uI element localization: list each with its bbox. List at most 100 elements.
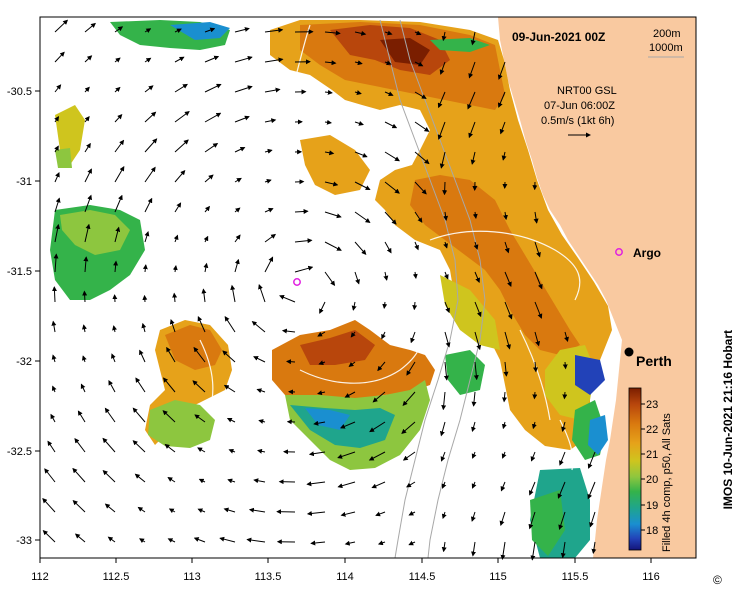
- current-arrow: [440, 451, 446, 462]
- argo-marker-offshore: [293, 278, 301, 286]
- current-arrow: [114, 86, 121, 93]
- y-tick-label: -30.5: [7, 86, 32, 98]
- current-arrow: [54, 223, 61, 243]
- current-arrow: [84, 168, 92, 183]
- current-arrow: [408, 540, 416, 546]
- x-tick-label: 112: [31, 571, 49, 583]
- current-arrow: [72, 500, 86, 513]
- current-arrow: [324, 89, 333, 95]
- x-tick-label: 114.5: [409, 571, 436, 583]
- current-arrow: [104, 407, 116, 423]
- current-arrow: [84, 22, 96, 33]
- current-arrow: [42, 530, 56, 543]
- current-arrow: [324, 271, 336, 287]
- current-arrow: [74, 533, 86, 543]
- current-arrow: [473, 361, 479, 381]
- current-arrow: [51, 320, 57, 333]
- current-arrow: [324, 211, 342, 219]
- current-arrow: [384, 60, 392, 66]
- current-arrow: [257, 448, 266, 454]
- current-arrow: [350, 331, 356, 338]
- current-arrow: [318, 360, 326, 366]
- current-arrow: [114, 226, 121, 243]
- current-arrow: [402, 391, 416, 407]
- current-arrow: [113, 260, 119, 273]
- current-arrow: [560, 541, 566, 559]
- x-tick-label: 114: [336, 571, 354, 583]
- current-arrow: [471, 541, 476, 557]
- current-arrow: [500, 541, 506, 560]
- current-arrow: [81, 355, 87, 363]
- current-arrow: [204, 55, 220, 63]
- current-arrow: [533, 361, 539, 373]
- current-arrow: [144, 166, 156, 183]
- current-arrow: [384, 151, 400, 162]
- current-arrow: [414, 30, 422, 36]
- current-arrow: [114, 57, 121, 63]
- current-arrow: [384, 241, 392, 254]
- current-arrow: [344, 540, 356, 546]
- argo-marker-coastal: [615, 248, 623, 256]
- current-arrow: [42, 497, 56, 513]
- current-streamlines: [199, 24, 581, 471]
- current-arrow: [530, 541, 536, 561]
- current-arrow: [306, 481, 326, 487]
- current-arrow: [504, 271, 512, 288]
- current-arrow: [51, 354, 57, 363]
- current-arrow: [587, 451, 596, 469]
- current-arrow: [384, 181, 400, 194]
- current-arrow: [401, 421, 416, 434]
- y-tick-label: -32.5: [7, 446, 32, 458]
- current-arrow: [377, 540, 386, 546]
- current-arrow: [383, 271, 389, 281]
- current-arrow: [354, 90, 362, 95]
- current-arrow: [83, 256, 89, 273]
- current-arrow: [174, 111, 190, 123]
- current-arrow: [137, 506, 146, 513]
- current-arrow: [564, 331, 569, 343]
- current-arrow: [279, 295, 296, 303]
- current-arrow: [371, 481, 386, 489]
- current-arrow: [324, 30, 341, 36]
- current-arrow: [348, 361, 356, 368]
- current-arrow: [174, 202, 182, 213]
- current-arrow: [264, 148, 273, 154]
- current-arrow: [144, 197, 153, 213]
- current-arrow: [414, 211, 423, 223]
- current-arrow: [144, 231, 150, 243]
- current-arrow: [54, 19, 69, 33]
- y-tick-label: -33: [16, 535, 32, 547]
- current-arrow: [294, 238, 313, 244]
- date-label: 09-Jun-2021 00Z: [512, 30, 605, 44]
- current-arrow: [534, 331, 541, 347]
- current-arrow: [234, 27, 250, 33]
- current-arrow: [406, 361, 416, 376]
- current-arrow: [324, 181, 339, 187]
- current-arrow: [256, 388, 266, 394]
- current-arrow: [471, 391, 477, 407]
- current-arrow: [503, 361, 509, 377]
- current-arrow: [504, 241, 510, 254]
- current-arrow: [134, 473, 146, 483]
- current-arrow: [102, 470, 116, 483]
- y-tick-label: -31: [16, 176, 32, 188]
- current-arrow: [132, 440, 146, 453]
- current-arrow: [112, 325, 118, 333]
- current-arrow: [114, 194, 123, 213]
- current-arrow: [530, 451, 536, 462]
- current-arrow: [501, 451, 507, 459]
- current-arrow: [264, 87, 281, 93]
- current-arrow: [144, 138, 158, 153]
- current-arrow: [174, 28, 182, 34]
- current-arrow: [197, 508, 206, 514]
- current-arrow: [354, 120, 364, 126]
- current-arrow: [319, 301, 326, 314]
- current-arrow: [528, 511, 536, 530]
- current-arrow: [557, 481, 566, 499]
- current-arrow: [197, 315, 206, 333]
- current-arrow: [412, 301, 418, 311]
- current-arrow: [204, 112, 222, 123]
- current-arrow: [114, 139, 125, 153]
- current-arrow: [308, 451, 326, 457]
- y-axis: -30.5 -31 -31.5 -32 -32.5 -33: [7, 86, 40, 547]
